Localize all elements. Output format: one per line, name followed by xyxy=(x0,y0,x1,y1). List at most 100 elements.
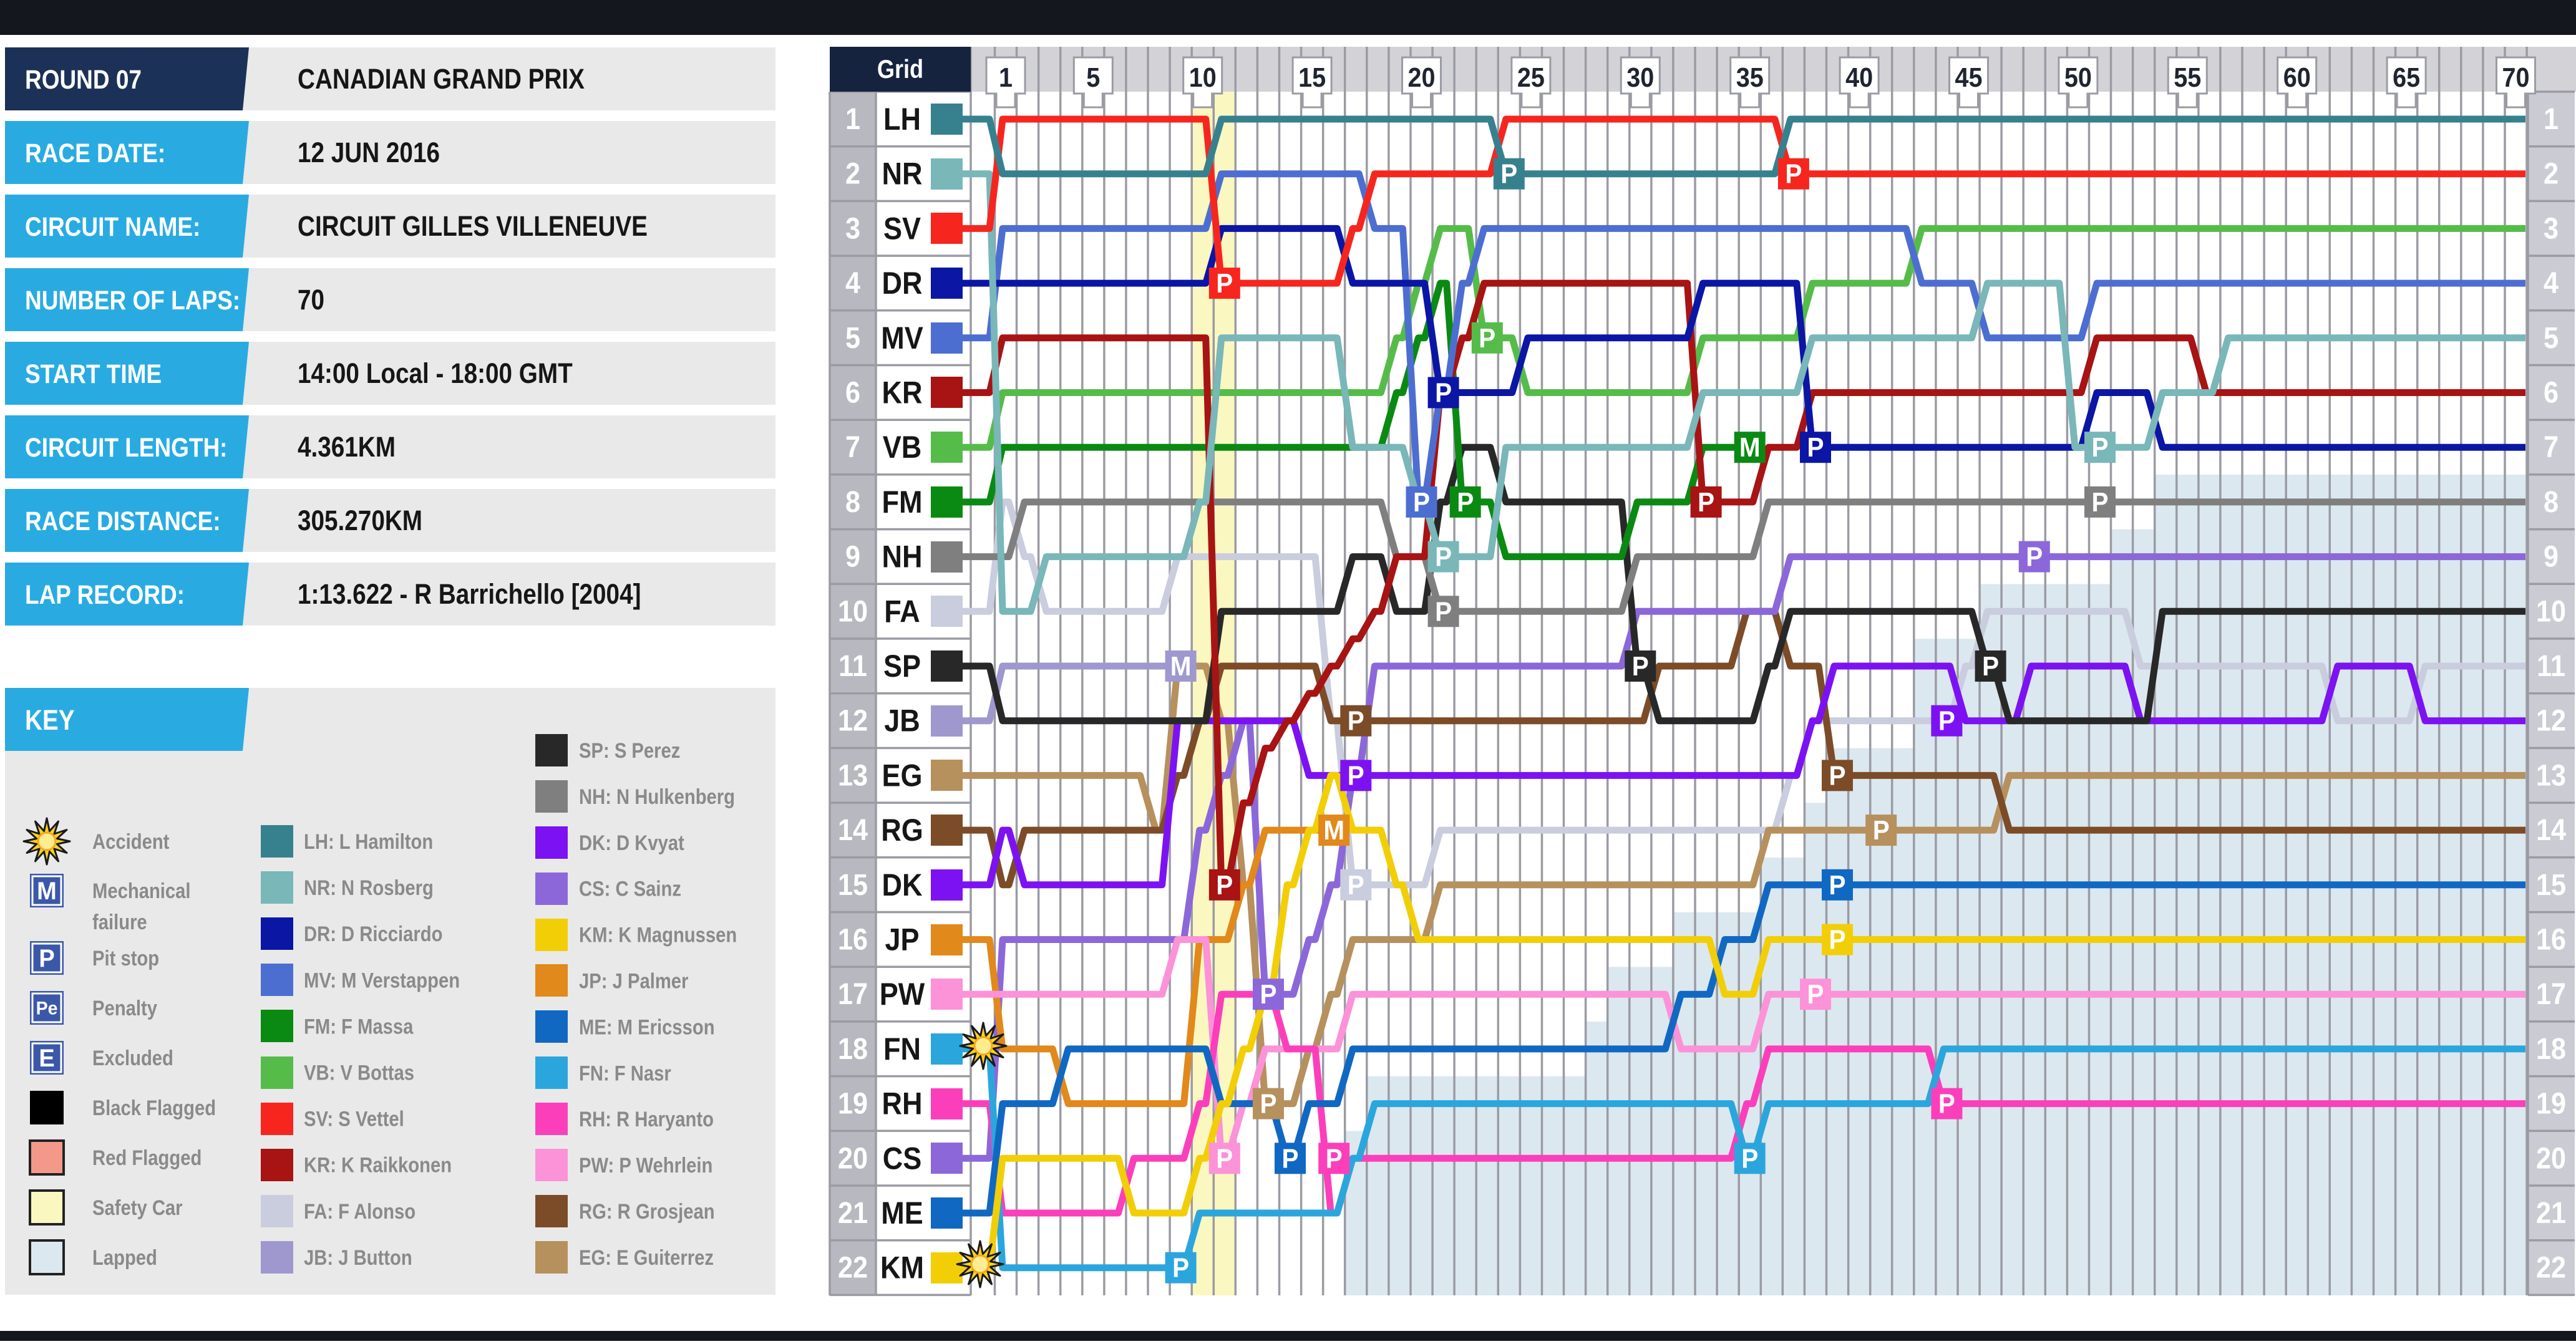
svg-text:PW: PW xyxy=(880,977,925,1012)
svg-text:40: 40 xyxy=(1845,62,1873,92)
svg-text:RG: R Grosjean: RG: R Grosjean xyxy=(579,1199,715,1224)
svg-text:45: 45 xyxy=(1955,62,1982,92)
svg-text:P: P xyxy=(1829,924,1845,955)
svg-text:Grid: Grid xyxy=(877,56,923,84)
svg-text:6: 6 xyxy=(2544,375,2559,409)
svg-text:P: P xyxy=(1435,596,1452,627)
svg-text:MV: M Verstappen: MV: M Verstappen xyxy=(304,968,460,992)
svg-text:RACE DATE:: RACE DATE: xyxy=(25,138,165,168)
svg-text:13: 13 xyxy=(838,758,868,792)
svg-text:JP: J Palmer: JP: J Palmer xyxy=(579,969,688,993)
svg-text:10: 10 xyxy=(1189,62,1217,92)
svg-text:CIRCUIT LENGTH:: CIRCUIT LENGTH: xyxy=(25,433,228,462)
svg-text:NH: N Hulkenberg: NH: N Hulkenberg xyxy=(579,785,735,809)
svg-text:3: 3 xyxy=(2544,211,2559,245)
svg-text:ROUND 07: ROUND 07 xyxy=(25,65,142,94)
svg-text:KM: K Magnussen: KM: K Magnussen xyxy=(579,923,737,947)
svg-text:16: 16 xyxy=(838,922,868,956)
svg-text:5: 5 xyxy=(1086,62,1100,92)
svg-text:KR: K Raikkonen: KR: K Raikkonen xyxy=(304,1153,452,1177)
svg-text:1: 1 xyxy=(845,102,860,136)
svg-text:10: 10 xyxy=(838,594,868,628)
svg-text:MV: MV xyxy=(881,321,923,356)
svg-text:P: P xyxy=(1216,268,1233,299)
svg-text:CS: C Sainz: CS: C Sainz xyxy=(579,877,681,901)
svg-text:P: P xyxy=(1326,1143,1343,1174)
svg-text:P: P xyxy=(1413,486,1430,517)
svg-text:Red Flagged: Red Flagged xyxy=(92,1146,202,1170)
svg-text:60: 60 xyxy=(2283,62,2311,92)
svg-text:Safety Car: Safety Car xyxy=(92,1196,183,1220)
svg-text:11: 11 xyxy=(838,649,867,683)
svg-text:P: P xyxy=(1829,869,1845,900)
svg-text:21: 21 xyxy=(2536,1196,2566,1230)
svg-text:25: 25 xyxy=(1517,62,1545,92)
svg-text:5: 5 xyxy=(845,321,860,355)
svg-text:FN: FN xyxy=(883,1032,921,1067)
svg-text:START TIME: START TIME xyxy=(25,359,162,389)
svg-text:65: 65 xyxy=(2393,62,2420,92)
svg-text:RG: RG xyxy=(881,813,923,848)
svg-text:P: P xyxy=(1632,650,1649,681)
svg-text:Excluded: Excluded xyxy=(92,1046,173,1070)
svg-text:PW: P Wehrlein: PW: P Wehrlein xyxy=(579,1153,712,1177)
svg-text:DK: D Kvyat: DK: D Kvyat xyxy=(579,831,684,855)
svg-text:Black Flagged: Black Flagged xyxy=(92,1096,216,1120)
svg-text:14: 14 xyxy=(838,813,868,847)
svg-text:KR: KR xyxy=(882,375,923,410)
svg-text:JP: JP xyxy=(885,922,919,957)
svg-text:16: 16 xyxy=(2536,922,2566,956)
svg-text:18: 18 xyxy=(838,1032,868,1066)
svg-text:SV: S Vettel: SV: S Vettel xyxy=(304,1107,404,1131)
svg-text:Mechanical: Mechanical xyxy=(92,879,191,903)
svg-text:SP: SP xyxy=(883,649,921,684)
svg-text:11: 11 xyxy=(2537,649,2565,683)
svg-text:19: 19 xyxy=(2536,1087,2566,1121)
svg-text:P: P xyxy=(1348,760,1364,791)
svg-text:P: P xyxy=(1807,432,1824,463)
svg-text:P: P xyxy=(1938,1088,1955,1119)
svg-text:70: 70 xyxy=(298,284,324,315)
svg-text:70: 70 xyxy=(2502,62,2529,92)
svg-text:RH: R Haryanto: RH: R Haryanto xyxy=(579,1107,714,1131)
svg-text:SV: SV xyxy=(883,211,921,246)
svg-text:14:00 Local - 18:00 GMT: 14:00 Local - 18:00 GMT xyxy=(298,357,573,389)
svg-text:1:13.622 - R Barrichello [2004: 1:13.622 - R Barrichello [2004] xyxy=(298,578,641,609)
svg-text:6: 6 xyxy=(845,375,860,409)
svg-text:9: 9 xyxy=(845,540,860,574)
svg-text:8: 8 xyxy=(845,485,860,519)
svg-text:LAP RECORD:: LAP RECORD: xyxy=(25,580,185,609)
svg-text:22: 22 xyxy=(2536,1251,2566,1285)
svg-text:4: 4 xyxy=(2544,266,2559,300)
svg-text:ME: M Ericsson: ME: M Ericsson xyxy=(579,1015,715,1039)
svg-text:7: 7 xyxy=(2544,430,2559,464)
svg-text:21: 21 xyxy=(838,1196,868,1230)
svg-text:1: 1 xyxy=(2544,102,2559,136)
svg-text:12: 12 xyxy=(838,704,868,738)
svg-text:P: P xyxy=(1479,322,1495,353)
svg-text:P: P xyxy=(1281,1143,1298,1174)
svg-text:7: 7 xyxy=(845,430,860,464)
svg-text:CIRCUIT NAME:: CIRCUIT NAME: xyxy=(25,212,200,241)
svg-text:CIRCUIT GILLES VILLENEUVE: CIRCUIT GILLES VILLENEUVE xyxy=(298,210,648,241)
svg-text:15: 15 xyxy=(2536,868,2566,902)
svg-text:17: 17 xyxy=(838,977,868,1011)
svg-text:EG: E Guiterrez: EG: E Guiterrez xyxy=(579,1245,714,1270)
svg-text:DR: DR xyxy=(882,266,923,301)
svg-text:20: 20 xyxy=(2536,1141,2566,1175)
svg-text:M: M xyxy=(1170,650,1192,681)
svg-text:ME: ME xyxy=(881,1196,923,1231)
svg-text:5: 5 xyxy=(2544,321,2559,355)
svg-text:10: 10 xyxy=(2536,594,2566,628)
svg-text:FA: FA xyxy=(884,594,920,629)
svg-text:VB: V Bottas: VB: V Bottas xyxy=(304,1060,414,1085)
svg-text:4: 4 xyxy=(845,266,861,300)
svg-text:P: P xyxy=(1435,377,1452,408)
svg-text:P: P xyxy=(1785,158,1802,189)
svg-text:KEY: KEY xyxy=(25,704,75,735)
svg-text:P: P xyxy=(1216,1143,1233,1174)
svg-text:17: 17 xyxy=(2536,977,2566,1011)
svg-text:M: M xyxy=(37,877,57,905)
svg-text:FA: F Alonso: FA: F Alonso xyxy=(304,1199,416,1224)
svg-text:P: P xyxy=(1172,1252,1189,1283)
